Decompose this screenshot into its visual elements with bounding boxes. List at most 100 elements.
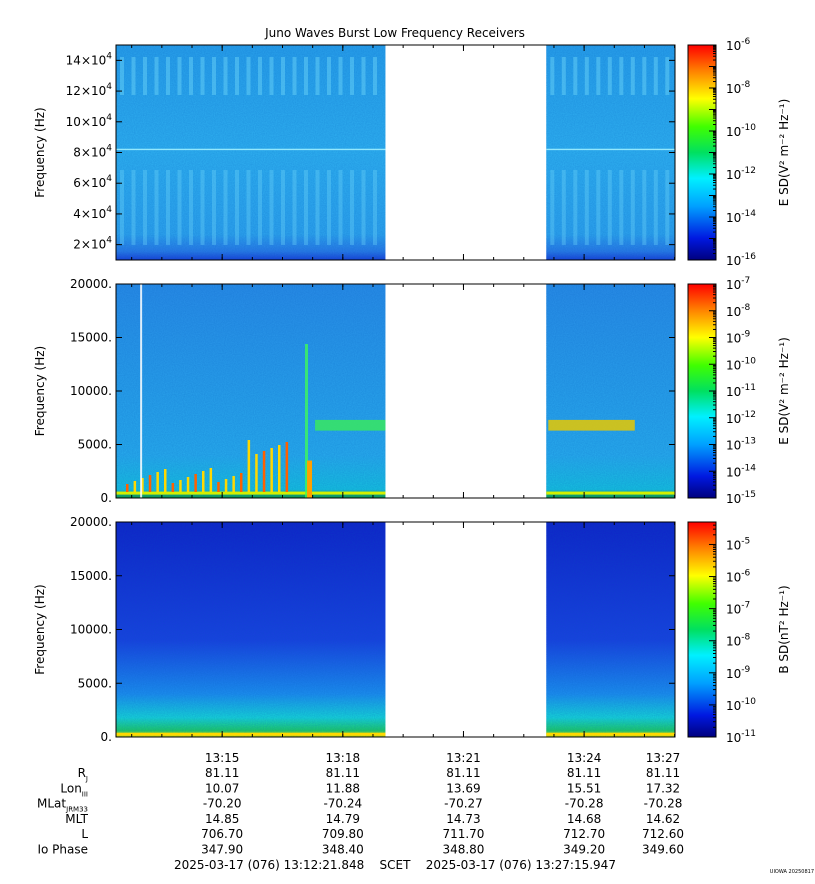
ephemeris-value: 14.62	[646, 812, 680, 826]
emission-stripe	[607, 57, 612, 95]
emission-stripe	[200, 57, 205, 95]
colorbar-title: E SD(V² m⁻² Hz⁻¹)	[777, 99, 791, 207]
emission-stripe	[212, 57, 216, 95]
ephemeris-value: 11.88	[326, 781, 360, 795]
emission-stripe	[338, 57, 343, 95]
emission-stripe	[596, 57, 601, 95]
vertical-emission	[305, 344, 309, 498]
colorbar-label: 10-8	[726, 80, 751, 96]
emission-stripe	[131, 170, 136, 245]
low-frequency-band	[546, 491, 675, 495]
emission-stripe	[373, 57, 377, 95]
emission-stripe	[550, 170, 555, 245]
emission-stripe	[573, 170, 578, 245]
burst-mark	[202, 471, 205, 492]
emission-stripe	[607, 170, 612, 245]
burst-mark	[171, 483, 175, 492]
emission-stripe	[235, 57, 239, 95]
emission-stripe	[143, 170, 147, 245]
colorbar-label: 10-11	[726, 383, 756, 399]
emission-stripe	[550, 57, 555, 95]
ephemeris-value: 349.20	[563, 843, 605, 857]
burst-core	[307, 460, 313, 498]
burst-mark	[247, 440, 251, 492]
ephemeris-value: 81.11	[646, 766, 680, 780]
ephemeris-value: -70.20	[203, 797, 242, 811]
y-tick-label: 0.	[101, 730, 112, 744]
emission-stripe	[361, 170, 366, 245]
emission-stripe	[584, 57, 589, 95]
emission-stripe	[653, 170, 658, 245]
emission-stripe	[166, 170, 170, 245]
emission-stripe	[269, 170, 274, 245]
emission-stripe	[573, 57, 578, 95]
low-frequency-band	[546, 732, 675, 736]
burst-mark	[209, 468, 213, 492]
y-tick-label: 10×104	[66, 113, 113, 129]
burst-mark	[164, 469, 167, 492]
emission-stripe	[304, 170, 308, 245]
emission-stripe	[281, 170, 285, 245]
y-tick-label: 10000.	[70, 623, 112, 637]
emission-stripe	[619, 170, 624, 245]
ephemeris-value: 706.70	[201, 827, 243, 841]
ephemeris-table: RJ 81.11 81.11 81.11 81.11 81.11 LonIII 10.07 11…	[37, 766, 684, 857]
colorbar-title: B SD(nT² Hz⁻¹)	[777, 585, 791, 673]
emission-stripe	[665, 57, 670, 95]
ephemeris-value: 711.70	[442, 827, 484, 841]
emission-stripe	[120, 57, 124, 95]
emission-stripe	[642, 170, 647, 245]
ephemeris-value: 14.68	[567, 812, 601, 826]
x-tick-label: 13:18	[326, 751, 361, 765]
low-frequency-band	[116, 732, 386, 736]
colorbar-label: 10-12	[726, 410, 756, 426]
colorbar-label: 10-14	[726, 209, 756, 225]
emission-stripe	[212, 170, 216, 245]
emission-stripe	[327, 57, 331, 95]
ephemeris-value: -70.28	[644, 797, 683, 811]
x-tick-label: 13:21	[446, 751, 481, 765]
version-stamp: UIOWA 20250817	[770, 869, 814, 875]
colorbar-label: 10-7	[726, 276, 750, 292]
ephemeris-row-label: MLatJRM33	[37, 797, 88, 814]
burst-mark	[285, 442, 289, 492]
emission-stripe	[189, 170, 193, 245]
y-tick-label: 2×104	[73, 236, 112, 252]
emission-stripe	[292, 170, 297, 245]
ephemeris-row-label: L	[81, 827, 88, 841]
ephemeris-value: 347.90	[201, 843, 243, 857]
narrowband-line	[116, 148, 386, 151]
emission-stripe	[258, 170, 262, 245]
y-tick-label: 15000.	[70, 331, 112, 345]
emission-stripe	[120, 170, 124, 245]
time-axis-labels: 13:15 13:18 13:21 13:24 13:27	[205, 751, 680, 765]
spectrogram-noise	[116, 45, 386, 260]
colorbar-label: 10-8	[726, 303, 751, 319]
burst-mark	[141, 478, 144, 492]
colorbar-title: E SD(V² m⁻² Hz⁻¹)	[777, 337, 791, 445]
colorbar-2: 10-7 10-8 10-9 10-10 10-11 10-12 10-13 10-14 10-…	[687, 276, 791, 506]
emission-stripe	[223, 170, 228, 245]
ephemeris-row-label: LonIII	[60, 781, 88, 798]
narrowband-line	[546, 148, 675, 151]
emission-stripe	[596, 170, 601, 245]
emission-stripe	[350, 170, 354, 245]
emission-band	[315, 419, 386, 431]
burst-mark	[232, 476, 235, 492]
emission-stripe	[338, 170, 343, 245]
burst-mark	[255, 454, 258, 492]
emission-stripe	[223, 57, 228, 95]
ephemeris-value: -70.28	[565, 797, 604, 811]
y-axis-title: Frequency (Hz)	[33, 107, 47, 198]
emission-stripe	[373, 170, 377, 245]
y-axis-title: Frequency (Hz)	[33, 584, 47, 675]
ephemeris-value: 712.70	[563, 827, 605, 841]
emission-stripe	[327, 170, 331, 245]
ephemeris-value: 348.40	[322, 843, 364, 857]
x-tick-label: 13:24	[567, 751, 602, 765]
ephemeris-value: 17.32	[646, 781, 680, 795]
colorbar-3: 10-5 10-6 10-7 10-8 10-9 10-10 10-11 B SD(nT² H…	[687, 521, 791, 745]
emission-stripe	[304, 57, 308, 95]
ephemeris-value: 349.60	[642, 843, 684, 857]
